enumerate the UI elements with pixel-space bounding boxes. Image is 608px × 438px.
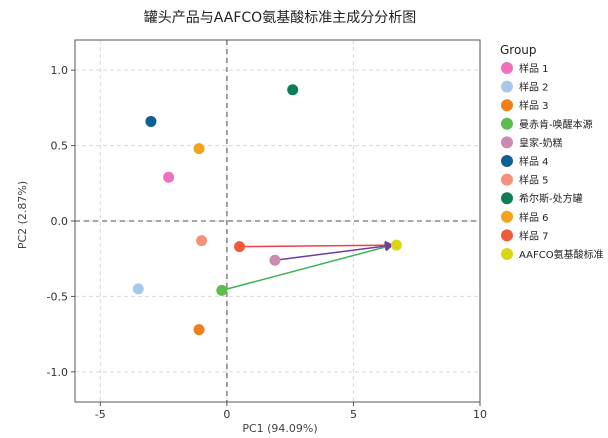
data-point xyxy=(269,254,281,266)
vector-line xyxy=(221,242,394,292)
x-tick-label: 10 xyxy=(473,408,487,421)
data-point xyxy=(390,239,402,251)
data-point xyxy=(234,241,246,253)
legend-marker xyxy=(501,80,513,93)
legend-marker xyxy=(501,210,513,223)
legend-label: 样品 7 xyxy=(519,229,549,242)
data-point xyxy=(163,171,175,183)
data-point xyxy=(145,115,157,127)
legend-label: 曼赤肯-唤醒本源 xyxy=(519,118,593,131)
legend-label: 样品 5 xyxy=(519,174,549,187)
legend-label: 样品 1 xyxy=(519,62,549,75)
vector-line xyxy=(239,240,394,250)
legend-marker xyxy=(501,155,513,167)
y-tick-label: 0.0 xyxy=(51,215,69,228)
data-point xyxy=(196,235,208,247)
legend-label: 希尔斯-处方罐 xyxy=(519,192,583,205)
x-tick-label: -5 xyxy=(95,408,106,421)
legend-label: AAFCO氨基酸标准 xyxy=(519,248,604,261)
y-axis-label: PC2 (2.87%) xyxy=(16,181,29,249)
legend-marker xyxy=(501,136,513,149)
plot-area: -5 0 5 10 -1.0 -0.5 0.0 0.5 1.0 xyxy=(47,39,487,421)
x-axis-label: PC1 (94.09%) xyxy=(242,422,317,435)
legend-label: 样品 2 xyxy=(519,81,549,94)
x-tick-label: 0 xyxy=(223,408,230,421)
legend-marker xyxy=(501,99,513,112)
x-tick-label: 5 xyxy=(350,408,357,421)
y-tick-label: -0.5 xyxy=(47,290,68,303)
data-point xyxy=(216,284,228,296)
legend-title: Group xyxy=(500,43,537,57)
data-point xyxy=(132,283,144,295)
y-tick-label: 0.5 xyxy=(51,140,69,153)
legend-label: 样品 3 xyxy=(519,99,549,112)
data-point xyxy=(193,324,205,336)
legend-marker xyxy=(501,173,513,186)
legend-marker xyxy=(501,192,513,205)
data-point xyxy=(193,143,205,155)
legend-marker xyxy=(501,248,513,260)
legend-marker xyxy=(501,62,513,74)
legend-label: 样品 4 xyxy=(519,155,549,168)
legend-label: 皇家-奶糕 xyxy=(519,136,563,149)
legend-marker xyxy=(501,117,513,130)
data-point xyxy=(287,84,299,96)
legend-marker xyxy=(501,229,513,242)
chart-title: 罐头产品与AAFCO氨基酸标准主成分分析图 xyxy=(144,9,416,26)
y-tick-label: -1.0 xyxy=(47,366,68,379)
y-tick-label: 1.0 xyxy=(51,64,69,77)
legend-label: 样品 6 xyxy=(519,211,549,224)
vector-line xyxy=(274,241,394,261)
